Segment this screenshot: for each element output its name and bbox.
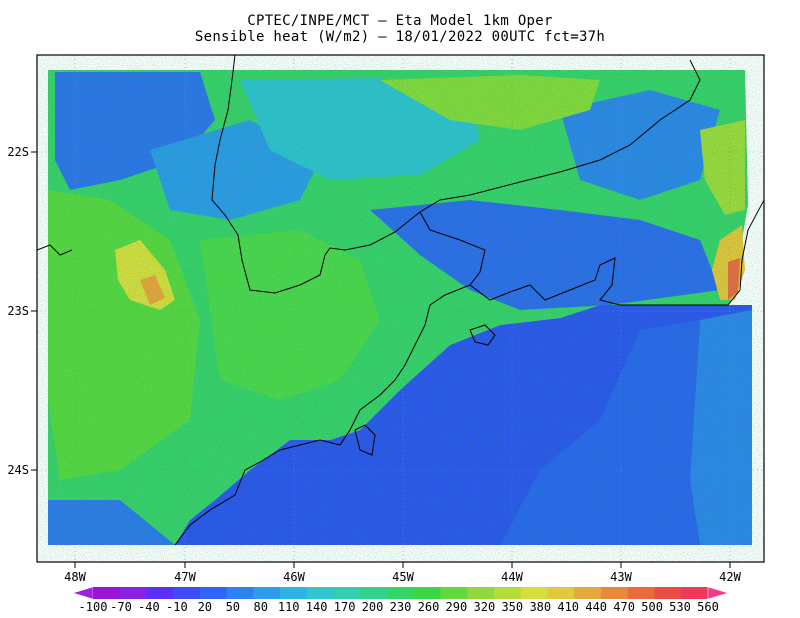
colorbar-label: 50 <box>226 600 240 614</box>
colorbar-label: 500 <box>641 600 663 614</box>
map-frame <box>36 54 765 563</box>
colorbar-label: 410 <box>557 600 579 614</box>
colorbar-label: 200 <box>362 600 384 614</box>
colorbar-label: 140 <box>306 600 328 614</box>
colorbar-label: 470 <box>613 600 635 614</box>
colorbar-label: 80 <box>253 600 267 614</box>
colorbar-swatch <box>440 587 468 599</box>
colorbar-label: 20 <box>198 600 212 614</box>
colorbar-swatch <box>226 587 254 599</box>
chart-title: CPTEC/INPE/MCT – Eta Model 1km Oper <box>247 13 553 29</box>
map-gridlines <box>37 55 764 562</box>
colorbar-swatch <box>413 587 442 599</box>
lon-tick-label: 43W <box>610 570 632 584</box>
colorbar-label: 170 <box>334 600 356 614</box>
lon-tick-label: 46W <box>283 570 305 584</box>
lon-tick-label: 42W <box>719 570 741 584</box>
colorbar-swatch <box>119 587 147 599</box>
colorbar-swatch <box>173 587 201 599</box>
colorbar-swatch <box>627 587 655 599</box>
colorbar-label: 350 <box>501 600 523 614</box>
colorbar-swatch <box>253 587 281 599</box>
colorbar-swatch <box>146 587 174 599</box>
border-west-frame <box>37 244 73 256</box>
coastline-north <box>174 304 431 546</box>
lat-tick-label: 24S <box>7 463 29 477</box>
colorbar-swatch <box>387 587 415 599</box>
texture-overlay <box>37 55 764 562</box>
lon-tick-label: 45W <box>392 570 414 584</box>
colorbar-label: -10 <box>166 600 188 614</box>
colorbar-low-arrow <box>72 586 94 600</box>
colorbar-label: 230 <box>390 600 412 614</box>
lon-tick-label: 47W <box>174 570 196 584</box>
colorbar-swatch <box>467 587 495 599</box>
lon-tick-label: 44W <box>501 570 523 584</box>
colorbar-swatch <box>280 587 308 599</box>
colorbar-swatch <box>574 587 602 599</box>
colorbar-label: 560 <box>697 600 719 614</box>
colorbar-swatch <box>306 587 335 599</box>
colorbar-label: 380 <box>529 600 551 614</box>
colorbar: -100 -70 -40 -10 20 50 80 110 140 170 200 230 260 290… <box>72 586 729 614</box>
colorbar-label: 530 <box>669 600 691 614</box>
lat-tick-label: 22S <box>7 145 29 159</box>
colorbar-label: 260 <box>418 600 440 614</box>
colorbar-swatch <box>360 587 388 599</box>
colorbar-label: -40 <box>138 600 160 614</box>
island-sao-sebastiao <box>354 424 376 456</box>
colorbar-swatch <box>93 587 121 599</box>
colorbar-swatch <box>654 587 682 599</box>
colorbar-swatch <box>199 587 228 599</box>
colorbar-swatch <box>494 587 522 599</box>
state-border-rio <box>419 211 486 306</box>
lon-tick-label: 48W <box>64 570 86 584</box>
longitude-ticks: 48W 47W 46W 45W 44W 43W 42W <box>64 562 742 584</box>
map-field <box>37 55 764 562</box>
colorbar-swatch <box>601 587 629 599</box>
boundaries <box>37 55 764 546</box>
colorbar-swatch <box>681 587 709 599</box>
colorbar-label: 440 <box>585 600 607 614</box>
state-border-minas-sao-paulo <box>211 55 701 294</box>
colorbar-label: 320 <box>474 600 496 614</box>
colorbar-label: 110 <box>278 600 300 614</box>
lat-tick-label: 23S <box>7 304 29 318</box>
colorbar-swatch <box>520 587 548 599</box>
coastline-east <box>469 199 764 306</box>
colorbar-swatch <box>547 587 575 599</box>
latitude-ticks: 22S 23S 24S <box>7 145 37 477</box>
colorbar-swatch <box>333 587 361 599</box>
colorbar-label: -70 <box>110 600 132 614</box>
chart-subtitle: Sensible heat (W/m2) – 18/01/2022 00UTC … <box>194 29 606 45</box>
colorbar-label: 290 <box>446 600 468 614</box>
island-ilha-grande <box>469 324 496 346</box>
colorbar-label: -100 <box>79 600 108 614</box>
colorbar-high-arrow <box>707 586 729 600</box>
